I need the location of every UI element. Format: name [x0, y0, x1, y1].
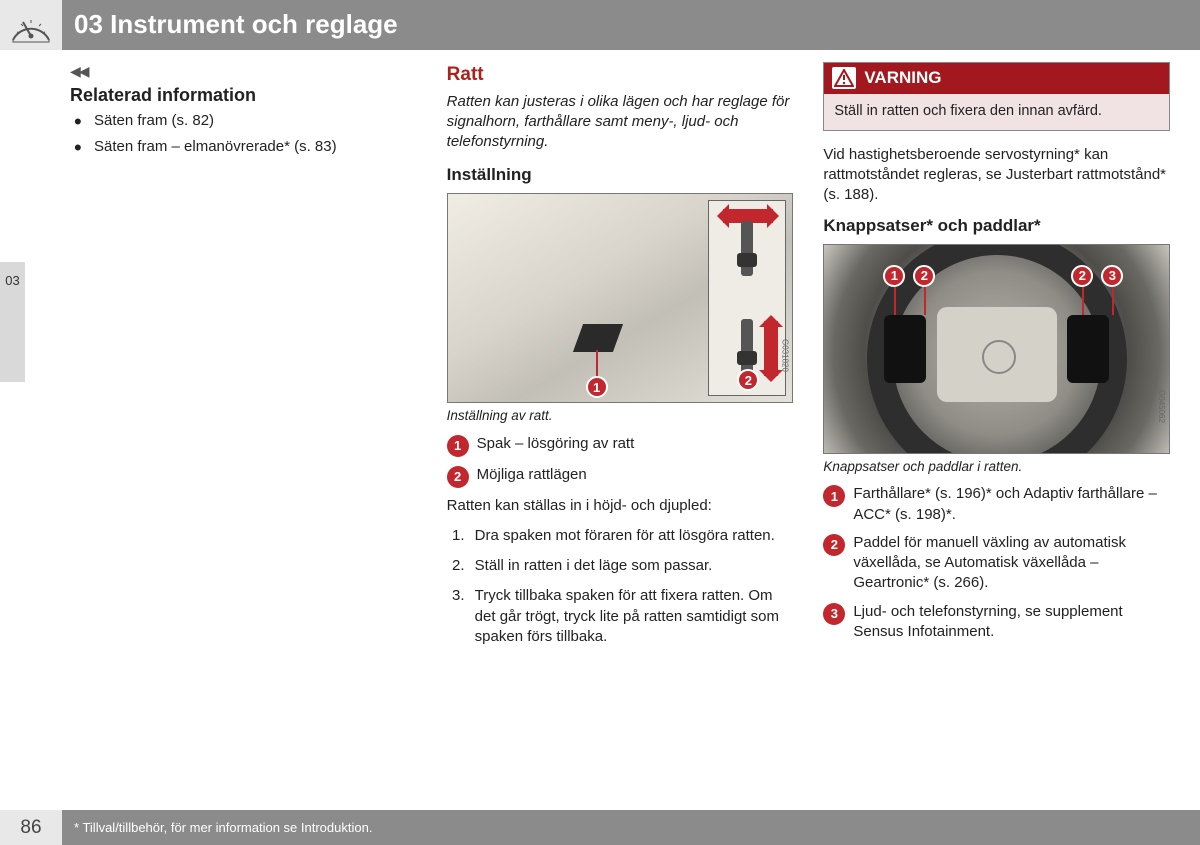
- figure-caption: Inställning av ratt.: [447, 407, 794, 425]
- content-area: ◀◀ Relaterad information Säten fram (s. …: [70, 62, 1170, 795]
- paragraph: Ratten kan ställas in i höjd- och djuple…: [447, 496, 794, 516]
- column-2: Ratt Ratten kan justeras i olika lägen o…: [447, 62, 794, 795]
- list-item: Säten fram (s. 82): [72, 111, 417, 131]
- callout-legend: 1 Farthållare* (s. 196)* och Adaptiv far…: [823, 484, 1170, 642]
- legend-number: 1: [447, 435, 469, 457]
- legend-text: Spak – lösgöring av ratt: [477, 434, 794, 454]
- procedure-step: Dra spaken mot föraren för att lösgöra r…: [469, 526, 794, 546]
- legend-number: 2: [447, 466, 469, 488]
- column-1: ◀◀ Relaterad information Säten fram (s. …: [70, 62, 417, 795]
- related-info-heading: Relaterad information: [70, 83, 417, 107]
- wheel-hub: [937, 307, 1057, 402]
- side-tab-label: 03: [5, 272, 19, 290]
- callout-leader: [1082, 285, 1084, 315]
- figure-steering-adjustment: 1 2 G031820: [447, 193, 794, 403]
- legend-number: 2: [823, 534, 845, 556]
- list-item: Säten fram – elmanövrerade* (s. 83): [72, 137, 417, 157]
- paragraph: Vid hastighetsberoende servostyrning* ka…: [823, 145, 1170, 206]
- column-3: VARNING Ställ in ratten och fixera den i…: [823, 62, 1170, 795]
- callout-leader-1: [596, 350, 598, 378]
- side-chapter-tab: 03: [0, 262, 25, 382]
- gauge-icon: [0, 0, 62, 50]
- section-title-ratt: Ratt: [447, 62, 794, 88]
- legend-text: Möjliga rattlägen: [477, 465, 794, 485]
- legend-item: 1 Farthållare* (s. 196)* och Adaptiv far…: [823, 484, 1170, 525]
- figure-callout-1: 1: [586, 376, 608, 398]
- procedure-step: Ställ in ratten i det läge som passar.: [469, 556, 794, 576]
- related-info-list: Säten fram (s. 82) Säten fram – elmanövr…: [70, 111, 417, 158]
- continuation-marks: ◀◀: [70, 62, 417, 81]
- chapter-header: 03 Instrument och reglage: [0, 0, 1200, 50]
- callout-leader: [924, 285, 926, 315]
- callout-leader: [894, 285, 896, 315]
- keypad-left: [884, 315, 926, 383]
- legend-text: Ljud- och telefonstyrning, se supplement…: [853, 602, 1170, 643]
- section-intro: Ratten kan justeras i olika lägen och ha…: [447, 92, 794, 153]
- page-footer: 86 * Tillval/tillbehör, för mer informat…: [0, 810, 1200, 845]
- step-text: Ställ in ratten i det läge som passar.: [475, 557, 713, 574]
- legend-text: Paddel för manuell växling av automatisk…: [853, 533, 1170, 594]
- footer-note: * Tillval/tillbehör, för mer information…: [74, 819, 372, 837]
- figure-reference-code: G031820: [779, 339, 790, 372]
- subheading-knappsatser: Knappsatser* och paddlar*: [823, 215, 1170, 238]
- procedure-step: Tryck tillbaka spaken för att fixera rat…: [469, 586, 794, 647]
- warning-box: VARNING Ställ in ratten och fixera den i…: [823, 62, 1170, 131]
- warning-triangle-icon: [832, 67, 856, 89]
- inset-knob: [737, 351, 757, 365]
- callout-legend: 1 Spak – lösgöring av ratt 2 Möjliga rat…: [447, 434, 794, 488]
- figure-inset: 2: [708, 200, 786, 396]
- related-item-text: Säten fram (s. 82): [94, 112, 214, 129]
- inset-knob: [737, 253, 757, 267]
- related-item-text: Säten fram – elmanövrerade* (s. 83): [94, 138, 337, 155]
- legend-item: 2 Möjliga rattlägen: [447, 465, 794, 488]
- legend-number: 3: [823, 603, 845, 625]
- legend-item: 2 Paddel för manuell växling av automati…: [823, 533, 1170, 594]
- page-number: 86: [0, 810, 62, 845]
- keypad-right: [1067, 315, 1109, 383]
- footnote-text: Tillval/tillbehör, för mer information s…: [82, 820, 372, 835]
- footnote-symbol: *: [74, 820, 79, 835]
- step-text: Dra spaken mot föraren för att lösgöra r…: [475, 527, 775, 544]
- chapter-title: 03 Instrument och reglage: [74, 7, 398, 42]
- subheading-installning: Inställning: [447, 164, 794, 187]
- legend-item: 3 Ljud- och telefonstyrning, se suppleme…: [823, 602, 1170, 643]
- legend-text: Farthållare* (s. 196)* och Adaptiv farth…: [853, 484, 1170, 525]
- legend-item: 1 Spak – lösgöring av ratt: [447, 434, 794, 457]
- arrow-vertical-icon: [764, 321, 778, 376]
- figure-reference-code: G045062: [1155, 390, 1166, 423]
- figure-callout-2: 2: [737, 369, 759, 391]
- warning-header: VARNING: [824, 63, 1169, 94]
- figure-callout: 3: [1101, 265, 1123, 287]
- figure-steering-wheel-controls: 1 2 2 3 G045062: [823, 244, 1170, 454]
- figure-caption: Knappsatser och paddlar i ratten.: [823, 458, 1170, 476]
- step-text: Tryck tillbaka spaken för att fixera rat…: [475, 587, 779, 645]
- warning-body: Ställ in ratten och fixera den innan avf…: [824, 94, 1169, 130]
- inset-lever-bottom: [741, 319, 753, 374]
- lever-graphic: [573, 324, 623, 352]
- procedure-list: Dra spaken mot föraren för att lösgöra r…: [447, 526, 794, 647]
- callout-leader: [1112, 285, 1114, 315]
- legend-number: 1: [823, 485, 845, 507]
- inset-lever-top: [741, 221, 753, 276]
- warning-label: VARNING: [864, 67, 941, 90]
